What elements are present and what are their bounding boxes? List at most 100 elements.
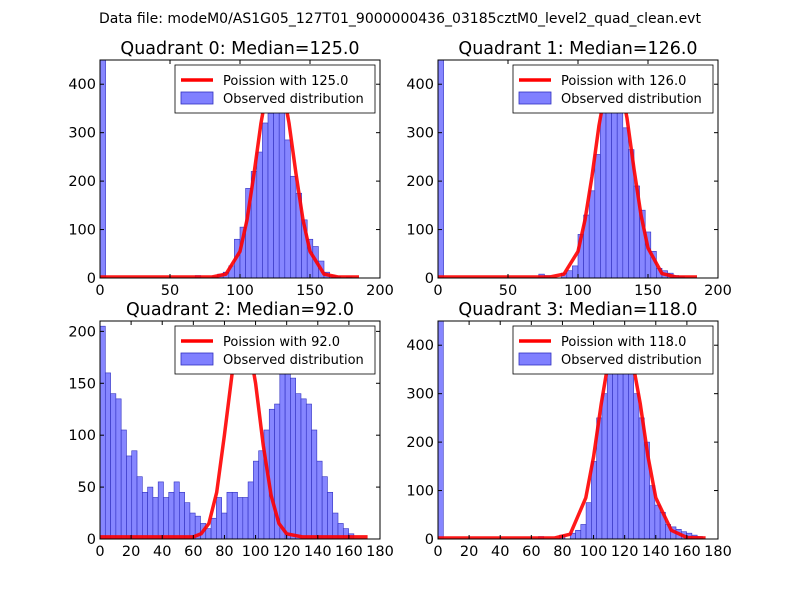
x-tick-label: 180 [704,544,732,560]
histogram-bar [147,486,154,539]
x-tick-label: 80 [553,544,571,560]
y-tick-label: 0 [425,271,434,287]
legend-label-poisson: Poission with 126.0 [561,74,686,89]
histogram-bars [438,60,685,278]
y-tick-label: 50 [78,480,96,496]
figure-suptitle: Data file: modeM0/AS1G05_127T01_90000004… [99,11,701,27]
x-tick-label: 50 [161,283,179,299]
y-tick-label: 200 [68,324,96,340]
x-tick-label: 120 [273,544,301,560]
histogram-bar [300,398,307,539]
histogram-bar [267,112,274,278]
x-tick-label: 20 [460,544,478,560]
histogram-bar [242,497,249,539]
x-tick-label: 120 [611,544,639,560]
histogram-bar [210,517,217,539]
histogram-bar [622,127,629,278]
legend-label-poisson: Poission with 118.0 [561,335,686,350]
plot-frame [437,320,719,540]
x-tick-label: 100 [226,283,254,299]
x-tick-label: 50 [499,283,517,299]
histogram-bar [327,491,334,539]
y-tick-label: 0 [87,271,96,287]
histogram-bar [168,491,175,539]
legend-box [174,64,376,114]
y-tick-label: 200 [406,174,434,190]
histogram-bar [179,491,185,539]
legend-label-observed: Observed distribution [223,353,364,368]
histogram-bar [600,108,607,278]
histogram-bar [580,524,587,539]
y-tick-label: 400 [406,338,434,354]
legend-patch-swatch [180,352,214,366]
histogram-bar [321,476,328,539]
legend-label-observed: Observed distribution [561,353,702,368]
histogram-bar [612,349,619,539]
x-tick-label: 150 [296,283,324,299]
histogram-bar [237,497,244,539]
histogram-bar [268,408,275,539]
y-tick-label: 300 [68,126,96,142]
histogram-bar [120,429,127,539]
x-tick-label: 200 [366,283,394,299]
subplot-quadrant-1: 0 50 100 150 200 0 100 200 300 400 Quadrant 1: Med… [406,39,732,299]
x-tick-label: 200 [704,283,732,299]
x-tick-label: 40 [153,544,171,560]
histogram-bar [100,325,106,539]
legend-box [174,325,376,375]
y-tick-label: 100 [68,428,96,444]
x-tick-label: 140 [304,544,332,560]
histogram-bar [284,139,291,278]
x-tick-label: 60 [522,544,540,560]
x-tick-label: 160 [673,544,701,560]
histogram-bar [152,497,159,539]
histogram-bar [262,122,269,278]
histogram-bar [588,190,596,278]
y-tick-label: 0 [425,532,434,548]
histogram-bar [258,450,265,539]
histogram-bar [104,372,111,539]
subplot-title: Quadrant 2: Median=92.0 [126,300,354,320]
histogram-bar [131,450,138,539]
x-tick-label: 20 [122,544,140,560]
histogram-bar [575,529,582,539]
y-tick-label: 400 [68,77,96,93]
histogram-bar [311,429,318,539]
histogram-bar [633,393,640,539]
histogram-bars [100,325,355,539]
histogram-bar [173,481,180,539]
histogram-bar [594,154,601,278]
x-tick-label: 0 [433,283,442,299]
subplot-title: Quadrant 0: Median=125.0 [120,39,359,59]
y-tick-label: 150 [68,376,96,392]
histogram-bar [231,491,238,539]
histogram-bar [115,398,122,539]
subplot-quadrant-2: 0 20 40 60 80 100 120 140 160 180050100150200Quad… [68,300,394,560]
legend-label-observed: Observed distribution [561,92,702,107]
y-tick-label: 100 [68,223,96,239]
y-tick-label: 0 [87,532,96,548]
histogram-bar [316,460,323,539]
x-tick-label: 160 [335,544,363,560]
histogram-bar [279,372,286,539]
histogram-bar [256,151,263,278]
histogram-bar [278,108,286,278]
legend-label-observed: Observed distribution [223,92,364,107]
x-tick-label: 0 [433,544,442,560]
histogram-bar [305,403,312,539]
histogram-bar [566,270,573,278]
histogram-bar [216,497,222,539]
legend-box [512,325,714,375]
x-tick-label: 100 [564,283,592,299]
legend-box [512,64,714,114]
x-tick-label: 60 [184,544,202,560]
x-tick-label: 100 [242,544,270,560]
histogram-bar [226,491,233,539]
histogram-bar [163,497,170,539]
x-tick-label: 80 [215,544,233,560]
histogram-bar [205,528,212,539]
histogram-bar [253,460,259,539]
subplot-title: Quadrant 1: Median=126.0 [458,39,697,59]
y-tick-label: 100 [406,484,434,500]
